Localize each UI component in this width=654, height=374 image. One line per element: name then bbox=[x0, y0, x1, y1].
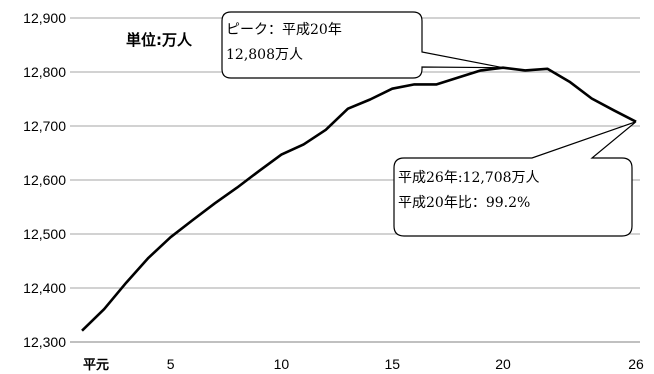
x-tick-label: 5 bbox=[167, 356, 175, 372]
x-tick-label: 10 bbox=[274, 356, 290, 372]
y-tick-label: 12,700 bbox=[23, 118, 66, 134]
latest-callout-line-1: 平成26年:12,708万人 bbox=[398, 170, 540, 186]
y-tick-label: 12,900 bbox=[23, 10, 66, 26]
peak-callout-line-1: ピーク：平成20年 bbox=[226, 22, 342, 38]
peak-callout: ピーク：平成20年 12,808万人 bbox=[221, 11, 504, 79]
peak-callout-box bbox=[221, 11, 504, 79]
y-tick-label: 12,400 bbox=[23, 280, 66, 296]
peak-callout-line-2: 12,808万人 bbox=[226, 47, 303, 63]
x-axis-tick-labels: 平元 5 10 15 20 26 bbox=[83, 356, 644, 373]
population-series-line bbox=[81, 66, 637, 332]
x-tick-label: 26 bbox=[628, 356, 644, 372]
latest-callout: 平成26年:12,708万人 平成20年比：99.2% bbox=[393, 121, 637, 237]
x-tick-label: 20 bbox=[495, 356, 511, 372]
y-axis-tick-labels: 12,300 12,400 12,500 12,600 12,700 12,800 12,9… bbox=[23, 10, 66, 350]
latest-callout-box bbox=[393, 121, 637, 237]
y-tick-label: 12,500 bbox=[23, 226, 66, 242]
x-tick-label: 15 bbox=[384, 356, 400, 372]
y-tick-label: 12,300 bbox=[23, 334, 66, 350]
x-tick-label: 平元 bbox=[83, 358, 109, 373]
unit-label: 単位:万人 bbox=[126, 31, 193, 49]
latest-callout-line-2: 平成20年比：99.2% bbox=[398, 195, 530, 211]
y-tick-label: 12,600 bbox=[23, 172, 66, 188]
y-tick-label: 12,800 bbox=[23, 64, 66, 80]
